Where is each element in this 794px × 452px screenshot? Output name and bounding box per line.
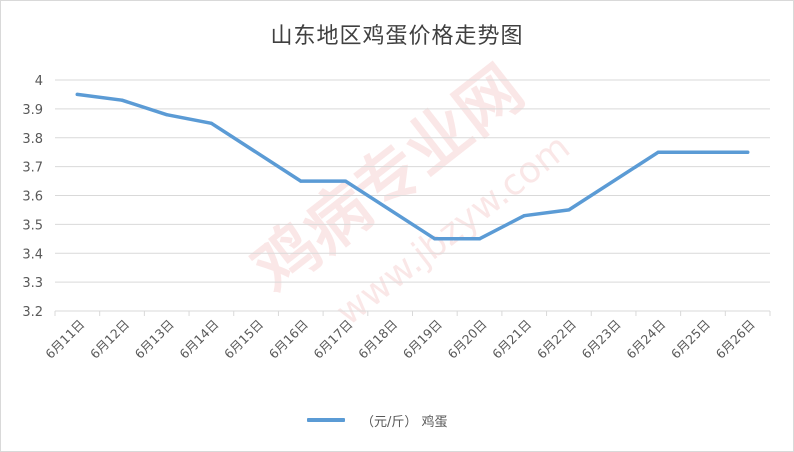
y-tick-label: 3.4 — [22, 247, 43, 262]
x-tick-label: 6月11日 — [42, 317, 87, 362]
x-tick-label: 6月17日 — [310, 317, 355, 362]
x-tick-label: 6月16日 — [266, 317, 311, 362]
y-tick-label: 3.8 — [22, 132, 43, 147]
series-layer — [75, 92, 750, 241]
y-axis: 3.2 3.3 3.4 3.5 3.6 3.7 3.8 3.9 4 — [22, 74, 43, 320]
data-point — [567, 208, 571, 212]
legend-swatch — [307, 418, 345, 422]
data-point — [343, 179, 348, 183]
data-point — [433, 237, 437, 241]
x-tick-label: 6月24日 — [623, 317, 668, 362]
x-tick-label: 6月14日 — [176, 317, 221, 362]
legend-label: （元/斤） 鸡蛋 — [361, 414, 448, 430]
x-tick-label: 6月15日 — [221, 317, 266, 362]
x-tick-label: 6月26日 — [713, 317, 758, 362]
x-axis: 6月11日 6月12日 6月13日 6月14日 6月15日 6月16日 6月17日 6月18日… — [42, 311, 771, 362]
data-point — [299, 179, 303, 183]
data-point — [209, 121, 214, 125]
x-tick-label: 6月20日 — [444, 317, 489, 362]
data-point — [75, 92, 79, 97]
y-tick-label: 3.5 — [22, 218, 43, 233]
chart-title: 山东地区鸡蛋价格走势图 — [270, 24, 524, 49]
data-point — [165, 113, 169, 117]
y-tick-label: 3.6 — [22, 190, 43, 205]
x-tick-label: 6月23日 — [579, 317, 624, 362]
y-tick-label: 3.7 — [22, 161, 43, 176]
data-point — [522, 214, 526, 218]
data-point — [120, 98, 124, 102]
data-point — [701, 150, 705, 154]
y-tick-label: 3.9 — [22, 103, 43, 118]
x-tick-label: 6月21日 — [489, 317, 534, 362]
y-tick-label: 4 — [35, 74, 43, 89]
x-tick-label: 6月25日 — [668, 317, 713, 362]
y-tick-label: 3.2 — [22, 305, 43, 320]
x-tick-label: 6月22日 — [534, 317, 579, 362]
x-tick-label: 6月13日 — [132, 317, 177, 362]
x-tick-label: 6月19日 — [400, 317, 445, 362]
legend: （元/斤） 鸡蛋 — [307, 410, 448, 430]
data-point — [746, 150, 750, 154]
data-point — [477, 237, 482, 241]
y-tick-label: 3.3 — [22, 276, 43, 291]
data-point — [656, 150, 660, 154]
x-tick-label: 6月12日 — [87, 317, 132, 362]
x-tick-label: 6月18日 — [355, 317, 400, 362]
